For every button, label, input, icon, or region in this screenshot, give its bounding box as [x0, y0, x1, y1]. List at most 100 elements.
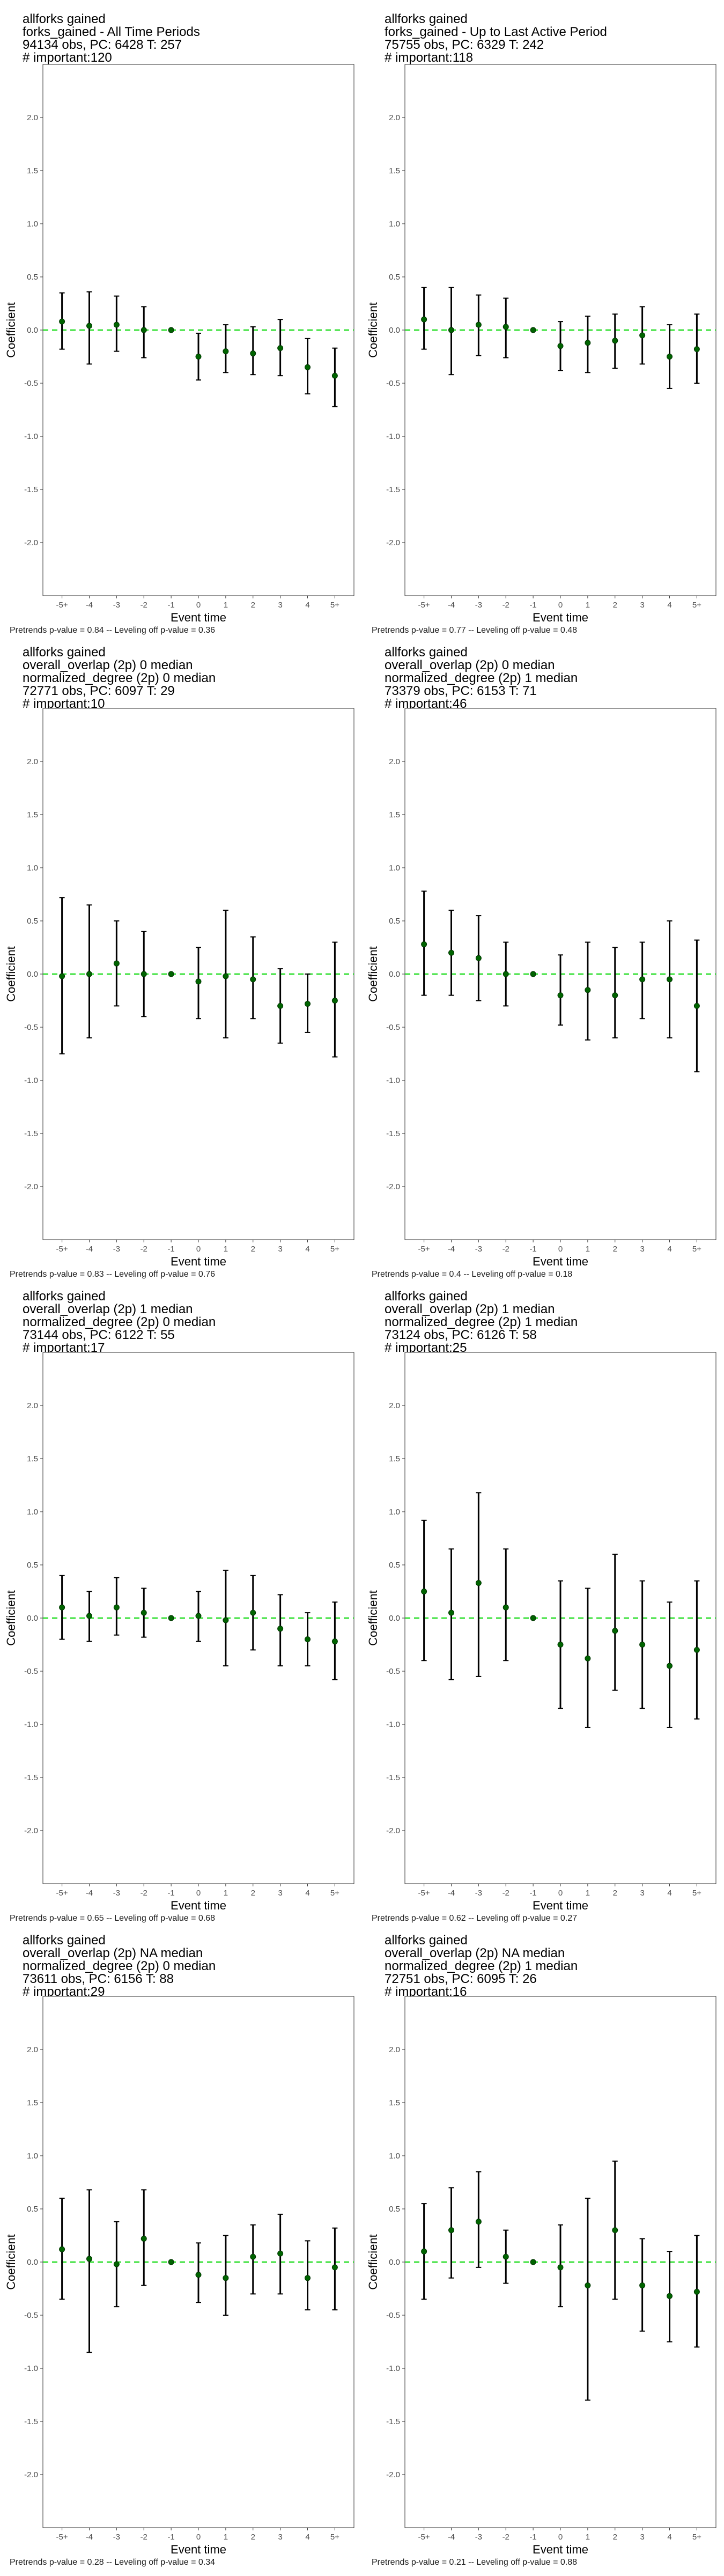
coefficient-point	[421, 316, 427, 323]
y-axis-title: Coefficient	[4, 946, 18, 1002]
y-tick-label: 0.5	[389, 1561, 400, 1570]
y-tick-label: 0.5	[27, 1561, 38, 1570]
y-tick-label: 0.5	[27, 917, 38, 926]
x-tick-label: 1	[224, 1889, 228, 1898]
coefficient-point	[223, 1617, 229, 1623]
chart-title-line: allforks gained	[23, 1933, 106, 1948]
chart-svg: -2.0 -1.5 -1.0 -0.5 0.0 0.5 1.0 1.5 2.0 -5+ -4 -3 -2…	[366, 1996, 716, 2556]
chart-svg: -2.0 -1.5 -1.0 -0.5 0.0 0.5 1.0 1.5 2.0 -5+ -4 -3 -2…	[366, 1352, 716, 1912]
coefficient-point	[305, 364, 311, 370]
y-tick-label: 2.0	[389, 113, 400, 122]
coefficient-point	[557, 1642, 564, 1648]
x-tick-label: 2	[251, 1889, 255, 1898]
y-tick-label: 1.5	[389, 810, 400, 819]
y-tick-label: 0.0	[27, 970, 38, 979]
y-tick-label: 1.5	[27, 2098, 38, 2107]
chart-title-line: # important:120	[23, 50, 112, 65]
y-tick-label: 0.0	[27, 1614, 38, 1623]
x-tick-label: 2	[613, 1889, 617, 1898]
x-tick-label: -4	[448, 1889, 455, 1898]
chart-title-line: 72771 obs, PC: 6097 T: 29	[23, 684, 175, 698]
chart-title-line: allforks gained	[23, 645, 106, 660]
coefficient-point	[141, 2235, 147, 2242]
chart-panel: allforks gained overall_overlap (2p) 0 me…	[0, 644, 362, 1288]
x-tick-label: -5+	[418, 1245, 430, 1254]
chart-footnote: Pretrends p-value = 0.84 -- Leveling off…	[10, 626, 216, 635]
x-tick-label: 1	[224, 1245, 228, 1254]
coefficient-point	[530, 327, 536, 333]
chart-title-line: 73144 obs, PC: 6122 T: 55	[23, 1328, 175, 1342]
y-axis-title: Coefficient	[366, 302, 380, 358]
x-tick-label: 3	[640, 1245, 644, 1254]
x-tick-label: -3	[113, 1889, 120, 1898]
x-tick-label: 2	[613, 2533, 617, 2542]
coefficient-point	[557, 992, 564, 999]
y-axis-title: Coefficient	[4, 1590, 18, 1646]
chart-title-line: overall_overlap (2p) 0 median	[23, 658, 193, 672]
x-tick-label: -4	[448, 2533, 455, 2542]
chart-title-line: overall_overlap (2p) NA median	[23, 1946, 203, 1960]
x-tick-label: 3	[278, 2533, 282, 2542]
coefficient-point	[503, 2253, 509, 2260]
chart-panel: allforks gained overall_overlap (2p) 1 me…	[362, 1288, 724, 1932]
chart-title-line: allforks gained	[385, 1289, 468, 1304]
x-tick-label: -3	[113, 2533, 120, 2542]
x-tick-label: 3	[640, 1889, 644, 1898]
y-tick-label: -2.0	[386, 538, 400, 547]
y-tick-label: -2.0	[24, 1182, 38, 1191]
chart-panel: allforks gained forks_gained - Up to Last…	[362, 0, 724, 644]
x-tick-label: -3	[475, 601, 482, 610]
coefficient-point	[612, 1628, 618, 1634]
x-axis-title: Event time	[171, 1899, 226, 1912]
chart-panel: allforks gained forks_gained - All Time P…	[0, 0, 362, 644]
x-tick-label: 2	[613, 1245, 617, 1254]
y-tick-label: -2.0	[386, 2470, 400, 2479]
y-tick-label: 0.5	[389, 273, 400, 282]
y-tick-label: 2.0	[389, 1401, 400, 1410]
y-tick-label: 2.0	[27, 757, 38, 766]
coefficient-point	[639, 332, 646, 339]
coefficient-point	[141, 327, 147, 333]
x-tick-label: -1	[167, 1889, 174, 1898]
x-tick-label: 5+	[692, 1245, 701, 1254]
chart-footnote: Pretrends p-value = 0.4 -- Leveling off …	[372, 1270, 573, 1279]
x-axis-title: Event time	[533, 1255, 588, 1268]
x-axis-title: Event time	[171, 1255, 226, 1268]
chart-svg: -2.0 -1.5 -1.0 -0.5 0.0 0.5 1.0 1.5 2.0 -5+ -4 -3 -2…	[4, 1352, 354, 1912]
coefficient-point	[612, 338, 618, 344]
x-tick-label: -5+	[418, 601, 430, 610]
x-tick-label: -2	[503, 601, 509, 610]
x-tick-label: 2	[251, 1245, 255, 1254]
coefficient-point	[331, 1638, 338, 1645]
x-tick-label: 2	[613, 601, 617, 610]
y-tick-label: -1.0	[386, 1720, 400, 1729]
y-tick-label: 0.0	[389, 970, 400, 979]
x-tick-label: -1	[167, 1245, 174, 1254]
x-tick-label: -5+	[56, 2533, 68, 2542]
y-tick-label: 0.5	[27, 2205, 38, 2214]
x-tick-label: 2	[251, 601, 255, 610]
x-tick-label: 4	[305, 2533, 309, 2542]
x-tick-label: -1	[529, 1245, 536, 1254]
coefficient-point	[693, 1646, 700, 1653]
x-tick-label: 0	[196, 2533, 201, 2542]
y-tick-label: 0.0	[389, 326, 400, 335]
y-tick-label: 2.0	[389, 2045, 400, 2054]
y-tick-label: -0.5	[386, 379, 400, 388]
coefficient-point	[639, 2282, 646, 2289]
coefficient-point	[305, 1000, 311, 1007]
x-tick-label: 3	[278, 1245, 282, 1254]
y-tick-label: -1.5	[386, 1773, 400, 1782]
y-axis-title: Coefficient	[366, 946, 380, 1002]
x-tick-label: 4	[667, 2533, 671, 2542]
x-axis-title: Event time	[533, 1899, 588, 1912]
chart-footnote: Pretrends p-value = 0.21 -- Leveling off…	[372, 2558, 578, 2567]
coefficient-point	[113, 2261, 120, 2267]
x-tick-label: -4	[86, 601, 93, 610]
coefficient-point	[585, 987, 591, 993]
y-axis-title: Coefficient	[366, 1590, 380, 1646]
y-tick-label: 1.0	[389, 863, 400, 873]
x-tick-label: 4	[305, 1245, 309, 1254]
y-tick-label: -1.0	[24, 1720, 38, 1729]
coefficient-point	[331, 2264, 338, 2271]
